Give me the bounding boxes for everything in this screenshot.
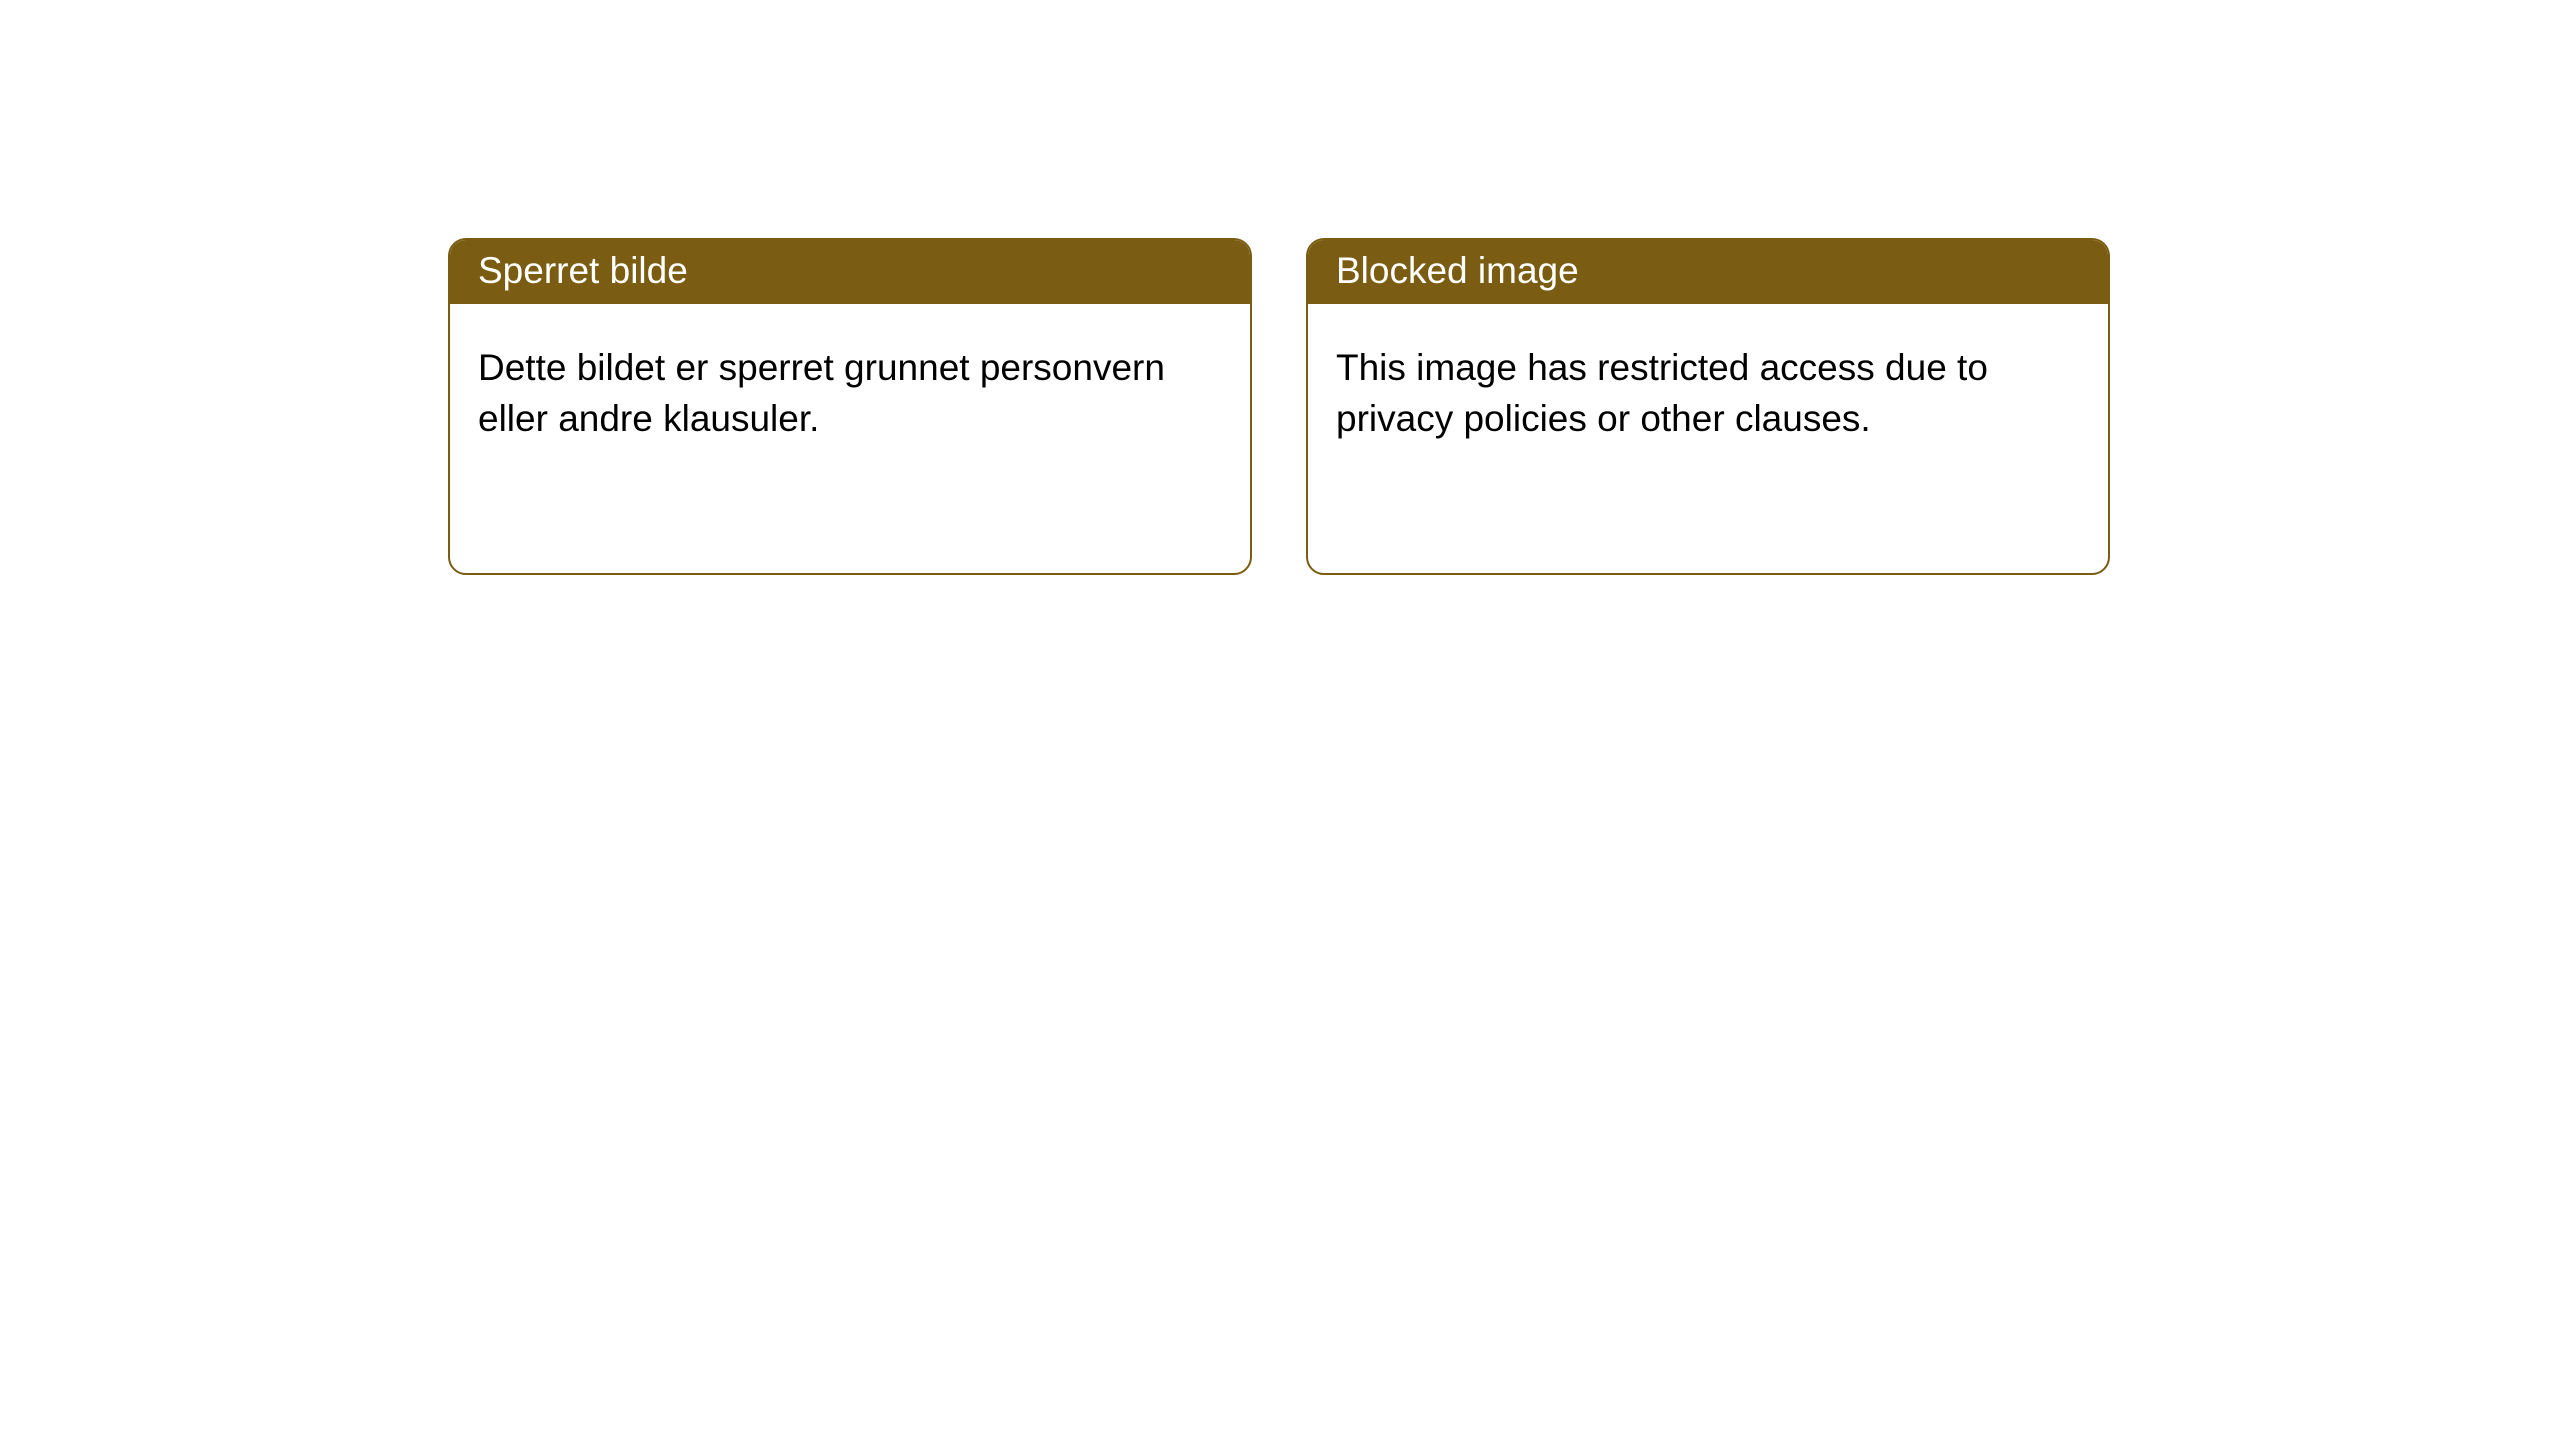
card-title: Blocked image <box>1336 250 1579 291</box>
card-title: Sperret bilde <box>478 250 688 291</box>
card-body: This image has restricted access due to … <box>1308 304 2108 472</box>
card-body-text: This image has restricted access due to … <box>1336 347 1988 439</box>
blocked-image-card-en: Blocked image This image has restricted … <box>1306 238 2110 575</box>
card-body-text: Dette bildet er sperret grunnet personve… <box>478 347 1165 439</box>
card-header: Sperret bilde <box>450 240 1250 304</box>
card-body: Dette bildet er sperret grunnet personve… <box>450 304 1250 472</box>
card-header: Blocked image <box>1308 240 2108 304</box>
blocked-image-card-no: Sperret bilde Dette bildet er sperret gr… <box>448 238 1252 575</box>
cards-container: Sperret bilde Dette bildet er sperret gr… <box>0 0 2560 575</box>
